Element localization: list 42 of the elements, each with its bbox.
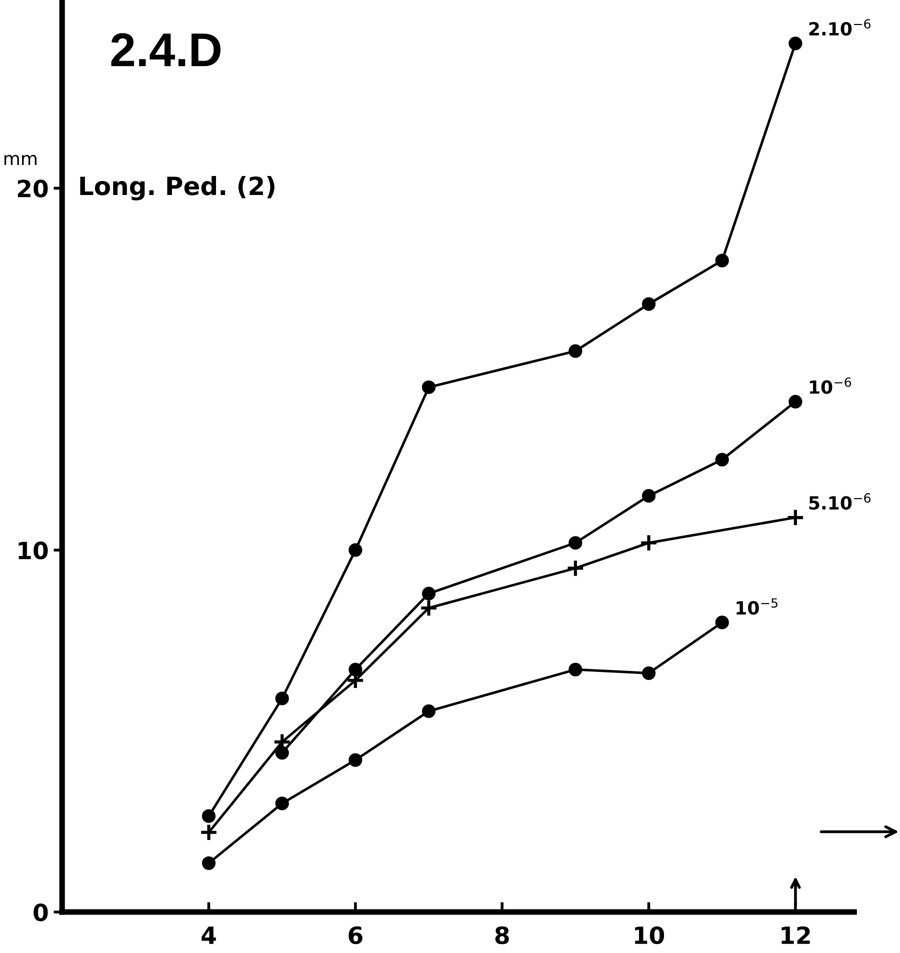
point [200,823,218,842]
point [275,692,289,706]
point [642,666,656,680]
point [715,452,729,466]
series-label: 10$^{−6}$ [810,377,852,394]
point [568,536,582,550]
point [715,616,729,630]
point [640,534,658,552]
point [642,489,656,503]
point [202,856,216,870]
x-tick-label: 6 [348,926,362,944]
point [348,662,362,676]
y-tick-label: 20 [18,180,48,198]
point [348,543,362,557]
point [566,559,585,578]
x-tick-label: 12 [782,926,810,944]
x-tick-label: 10 [635,926,664,944]
y-tick-label: 10 [18,542,48,560]
point [275,746,289,760]
point [348,753,362,767]
point [786,508,805,527]
point [788,36,802,50]
point [788,394,802,409]
point [642,297,656,311]
text: Long. Ped. (2) [80,176,274,200]
series-label: 10$^{−5}$ [736,598,778,615]
text: 2.4.D [111,33,221,66]
series-label: 5.10$^{−6}$ [809,493,870,510]
series-label: 2.10$^{−6}$ [809,19,870,36]
point [202,809,216,823]
y-tick-label: 0 [34,903,48,922]
point [422,586,436,600]
x-tick-label: 4 [202,926,216,944]
point [275,796,289,810]
point [420,598,438,618]
point [568,662,582,676]
point [715,254,729,268]
point [422,704,436,718]
x-tick-label: 8 [495,926,509,944]
point [422,380,436,394]
point [568,344,582,358]
y-axis-title: mm [4,154,36,165]
